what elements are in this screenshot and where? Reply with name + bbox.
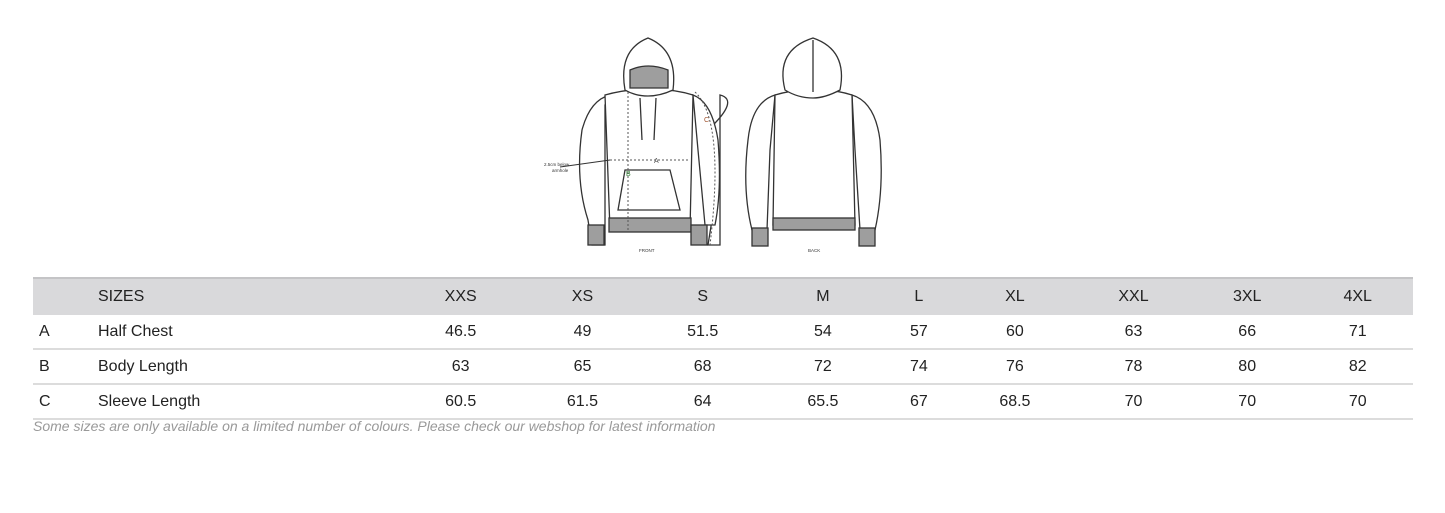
header-size: M — [816, 288, 830, 305]
row-value: 66 — [1191, 315, 1303, 350]
header-size: L — [914, 288, 924, 305]
row-value: 82 — [1302, 349, 1413, 385]
row-value: 60 — [954, 315, 1075, 350]
row-value: 57 — [882, 315, 955, 350]
header-sizes: SIZES — [98, 288, 145, 305]
row-value: 68 — [642, 349, 763, 385]
row-value: 49 — [522, 315, 643, 350]
front-label: FRONT — [639, 248, 655, 253]
row-value: 68.5 — [954, 384, 1075, 420]
armhole-note: armhole — [552, 168, 569, 173]
row-value: 65.5 — [762, 384, 883, 420]
header-size: XXS — [444, 288, 477, 305]
row-value: 64 — [642, 384, 763, 420]
row-label: Half Chest — [82, 315, 399, 350]
table-row: A Half Chest 46.5 49 51.5 54 57 60 63 66 71 — [33, 315, 1413, 350]
marker-c: C — [704, 117, 709, 124]
row-value: 63 — [399, 349, 523, 385]
row-value: 61.5 — [522, 384, 643, 420]
header-letter — [33, 278, 82, 315]
row-value: 51.5 — [642, 315, 763, 350]
row-value: 76 — [954, 349, 1075, 385]
armhole-note: 2.5cm below — [544, 162, 570, 167]
row-value: 70 — [1191, 384, 1303, 420]
row-value: 74 — [882, 349, 955, 385]
header-size: 3XL — [1232, 288, 1262, 305]
row-value: 72 — [762, 349, 883, 385]
table-header-row: SIZES XXS XS S M L XL XXL 3XL 4XL — [33, 278, 1413, 315]
row-letter: A — [33, 315, 82, 350]
header-size: 4XL — [1343, 288, 1372, 305]
header-size: XL — [1005, 288, 1025, 305]
row-label: Sleeve Length — [82, 384, 399, 420]
hoodie-front — [578, 37, 729, 246]
hoodie-back — [745, 37, 882, 247]
availability-note: Some sizes are only available on a limit… — [33, 418, 716, 434]
header-size: S — [697, 288, 709, 305]
header-size: XS — [571, 288, 594, 305]
row-value: 54 — [762, 315, 883, 350]
size-chart-table: SIZES XXS XS S M L XL XXL 3XL 4XL A Half … — [33, 277, 1413, 420]
marker-b: B — [626, 171, 631, 178]
marker-a: A — [654, 158, 659, 165]
row-letter: C — [33, 384, 82, 420]
row-value: 80 — [1191, 349, 1303, 385]
row-value: 63 — [1074, 315, 1192, 350]
header-size: XXL — [1118, 288, 1149, 305]
row-value: 60.5 — [399, 384, 523, 420]
row-value: 78 — [1074, 349, 1192, 385]
table-row: C Sleeve Length 60.5 61.5 64 65.5 67 68.5 70 70 70 — [33, 384, 1413, 420]
row-label: Body Length — [82, 349, 399, 385]
row-value: 46.5 — [399, 315, 523, 350]
back-label: BACK — [808, 248, 820, 253]
row-value: 71 — [1302, 315, 1413, 350]
row-value: 65 — [522, 349, 643, 385]
row-letter: B — [33, 349, 82, 385]
row-value: 70 — [1074, 384, 1192, 420]
row-value: 67 — [882, 384, 955, 420]
hoodie-measurement-diagram: A B C 2.5cm below armhole FRONT BACK — [544, 37, 882, 253]
table-row: B Body Length 63 65 68 72 74 76 78 80 82 — [33, 349, 1413, 385]
row-value: 70 — [1302, 384, 1413, 420]
